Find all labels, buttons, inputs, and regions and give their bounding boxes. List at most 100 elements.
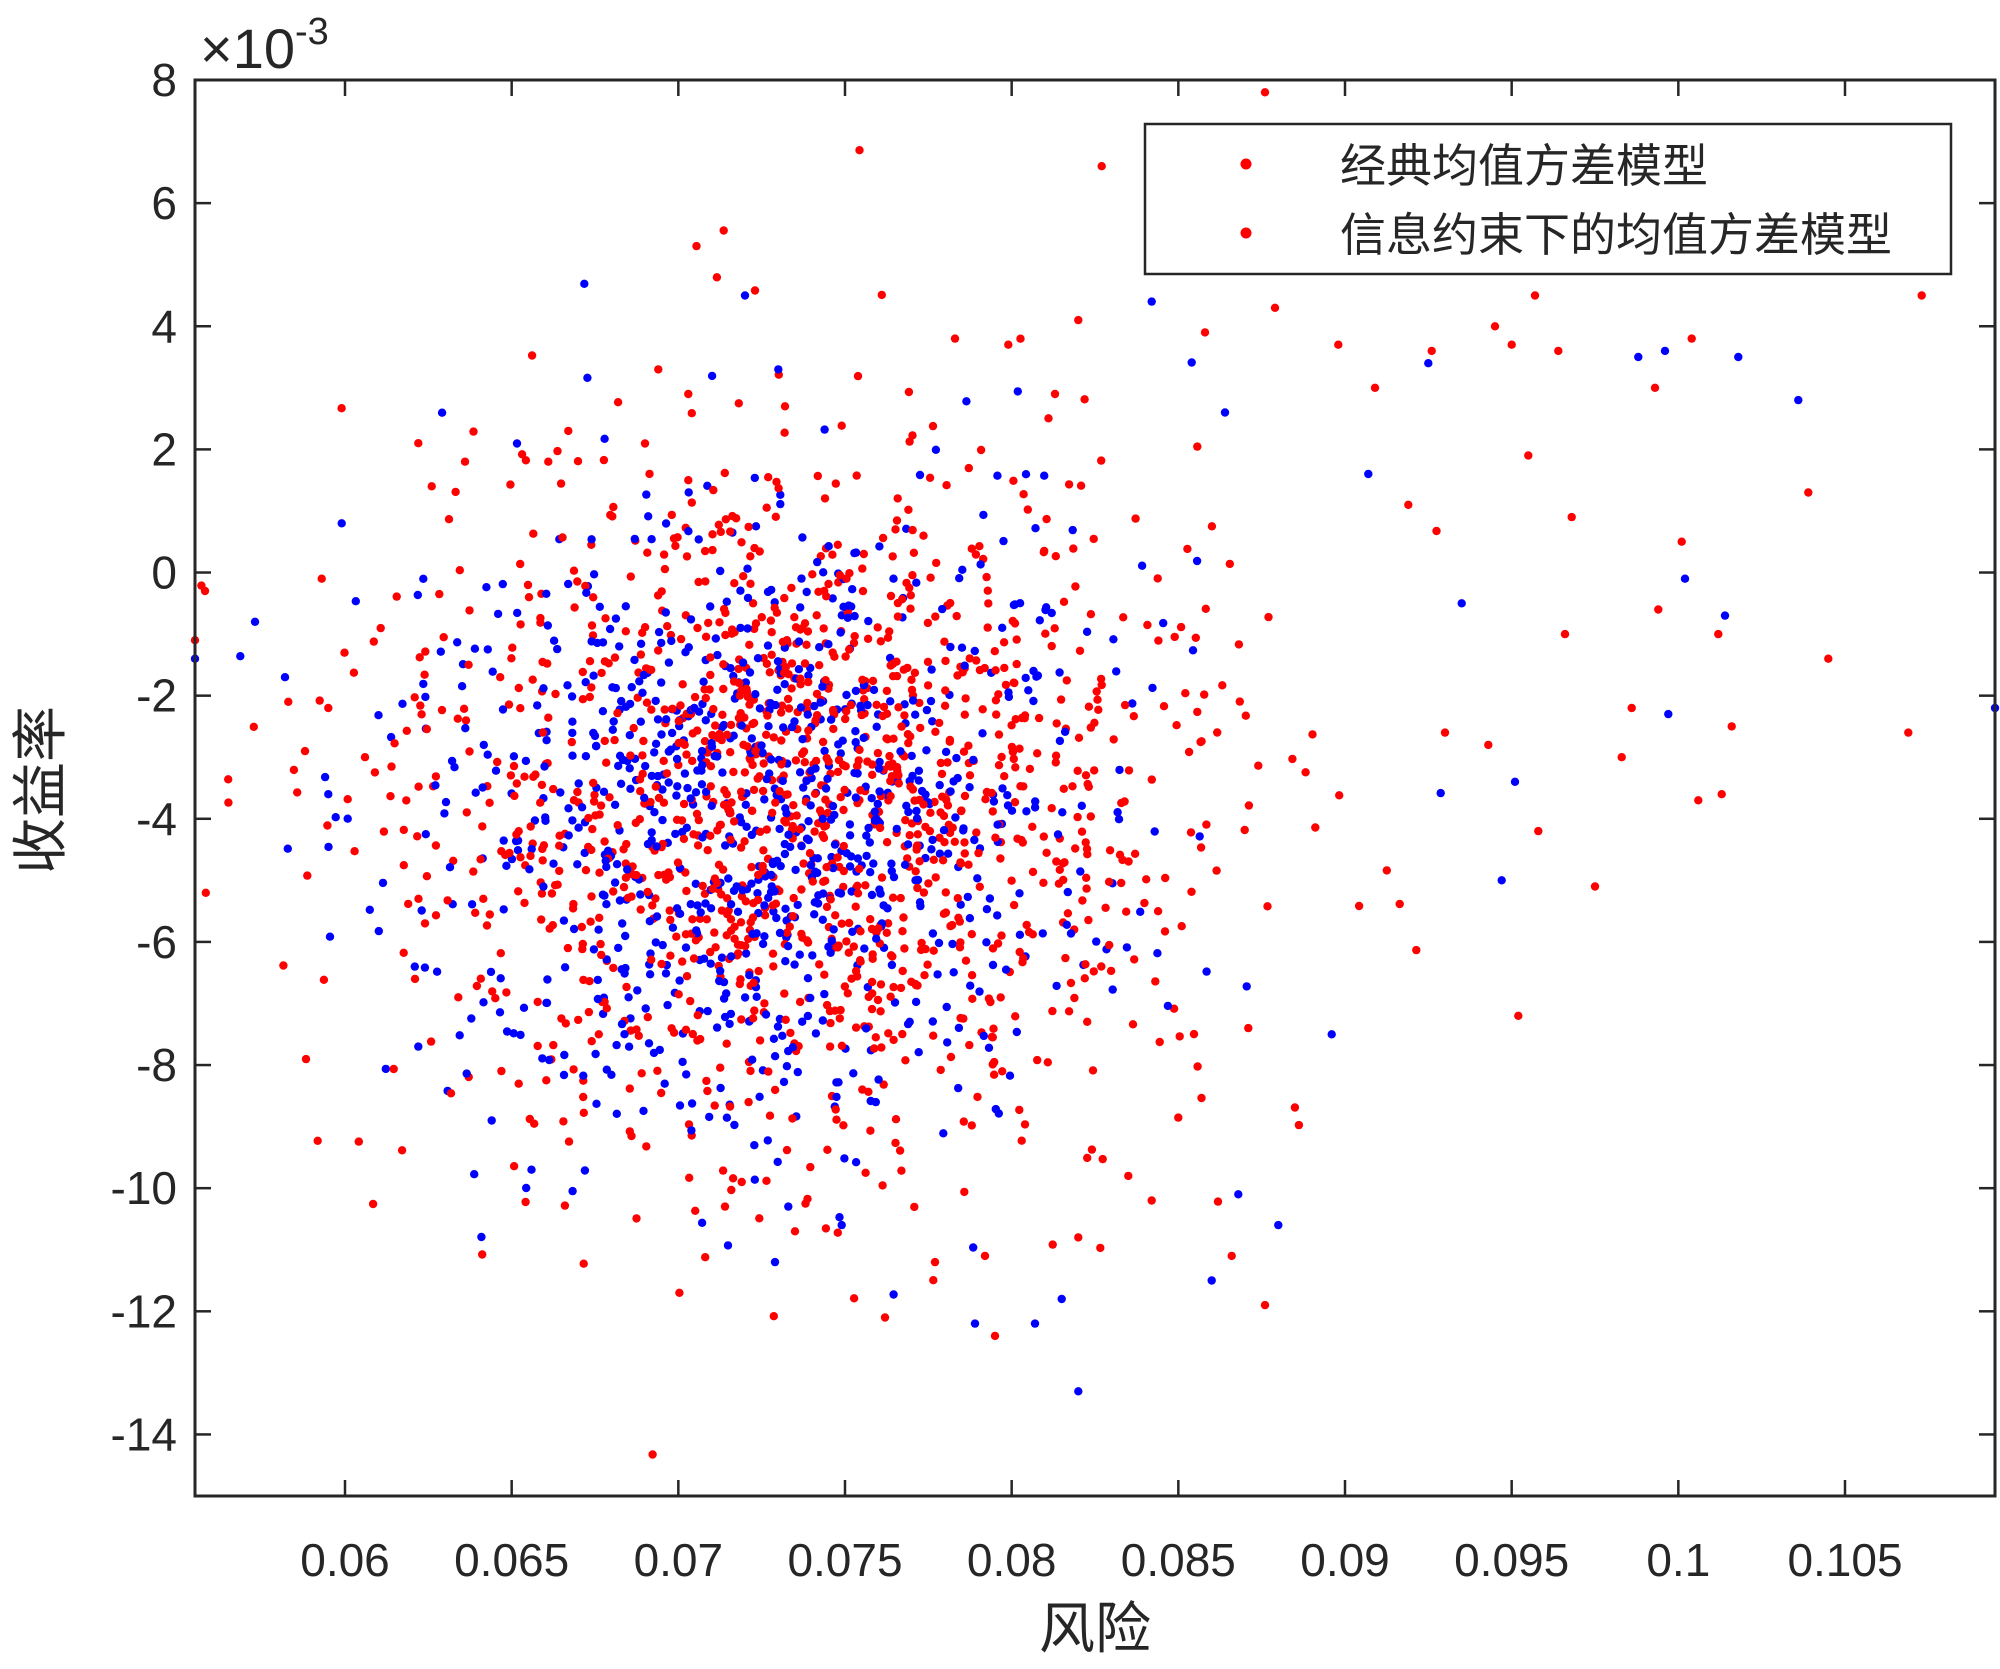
point-constrained [420, 963, 430, 972]
point-classic [422, 724, 431, 734]
point-classic [435, 589, 444, 599]
point-classic [837, 919, 846, 928]
point-classic [590, 790, 599, 800]
point-classic [823, 1145, 832, 1155]
point-constrained [748, 1055, 757, 1064]
point-classic [1109, 735, 1118, 744]
point-classic [877, 290, 886, 300]
point-classic [726, 915, 736, 924]
point-constrained [823, 774, 832, 783]
point-classic [828, 648, 837, 657]
point-classic [437, 705, 447, 715]
point-classic [1015, 744, 1024, 753]
point-constrained [1042, 603, 1051, 612]
point-classic [643, 887, 652, 897]
point-classic [1120, 797, 1129, 806]
point-classic [984, 599, 993, 608]
point-classic [792, 811, 801, 820]
point-classic [991, 696, 1001, 705]
point-classic [410, 974, 420, 984]
point-constrained [875, 787, 884, 796]
point-classic [1234, 640, 1244, 649]
point-constrained [826, 715, 836, 724]
point-classic [609, 887, 618, 896]
point-classic [677, 738, 687, 747]
point-classic [876, 637, 885, 646]
point-classic [389, 1064, 398, 1074]
point-classic [919, 888, 929, 897]
point-constrained [815, 643, 824, 652]
point-classic [1077, 827, 1087, 836]
point-constrained [958, 565, 967, 574]
point-constrained [563, 681, 572, 690]
point-constrained [686, 900, 695, 909]
point-classic [850, 632, 859, 641]
point-classic [959, 1014, 968, 1023]
point-classic [1082, 873, 1091, 882]
point-classic [558, 533, 567, 542]
point-classic [736, 787, 746, 796]
point-constrained [890, 998, 900, 1007]
point-constrained [887, 866, 896, 876]
point-constrained [813, 854, 822, 863]
point-classic [444, 515, 454, 524]
point-classic [866, 915, 875, 924]
point-classic [573, 787, 582, 797]
point-classic [905, 831, 914, 840]
point-classic [978, 705, 987, 714]
point-classic [1086, 812, 1096, 821]
point-classic [818, 830, 827, 840]
point-constrained [1066, 929, 1076, 938]
point-constrained [1153, 949, 1162, 958]
y-tick-label: -10 [111, 1162, 177, 1214]
point-classic [909, 548, 919, 557]
point-classic [726, 527, 735, 536]
point-constrained [680, 769, 690, 778]
point-constrained [710, 751, 719, 761]
point-classic [626, 751, 635, 760]
point-classic [803, 1194, 812, 1204]
point-constrained [542, 736, 551, 745]
point-classic [1432, 526, 1441, 536]
point-classic [856, 927, 865, 936]
point-constrained [564, 579, 573, 589]
point-classic [399, 948, 408, 957]
point-constrained [617, 696, 626, 706]
point-classic [502, 988, 511, 997]
point-classic [892, 516, 902, 525]
point-constrained [847, 887, 856, 896]
point-classic [888, 893, 898, 902]
point-classic [722, 1039, 731, 1048]
point-constrained [672, 754, 682, 764]
point-classic [770, 1085, 780, 1095]
point-constrained [658, 815, 667, 825]
point-classic [701, 577, 710, 586]
point-constrained [824, 542, 833, 551]
point-classic [1824, 654, 1833, 663]
point-classic [748, 913, 758, 922]
point-constrained [927, 845, 936, 854]
point-classic [337, 404, 346, 413]
point-classic [596, 939, 605, 949]
point-classic [1080, 395, 1089, 404]
point-classic [821, 676, 830, 685]
point-constrained [818, 915, 827, 924]
point-classic [416, 701, 425, 710]
point-classic [972, 656, 981, 665]
point-classic [833, 1228, 842, 1237]
point-constrained [717, 953, 727, 962]
point-classic [710, 928, 719, 937]
point-constrained [509, 752, 519, 761]
point-constrained [928, 835, 937, 845]
point-constrained [821, 784, 831, 793]
point-constrained [970, 1319, 980, 1328]
point-constrained [832, 1092, 841, 1102]
point-classic [693, 1011, 702, 1020]
point-classic [688, 1029, 697, 1039]
point-constrained [862, 831, 871, 840]
point-classic [1052, 857, 1061, 866]
point-classic [711, 721, 720, 730]
point-constrained [1035, 616, 1045, 625]
point-classic [889, 1035, 898, 1045]
point-classic [715, 618, 724, 627]
